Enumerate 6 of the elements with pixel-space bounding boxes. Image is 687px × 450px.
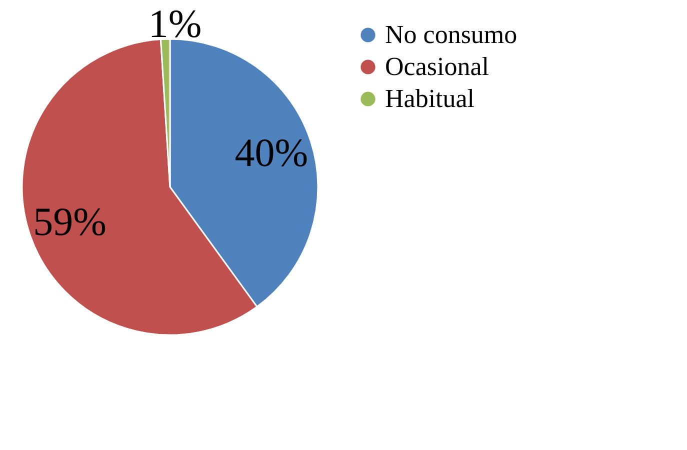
data-label: 59% bbox=[33, 199, 106, 244]
legend-label: Habitual bbox=[385, 84, 475, 113]
data-label: 40% bbox=[234, 130, 308, 176]
legend-label: No consumo bbox=[385, 20, 518, 49]
legend-label: Ocasional bbox=[385, 52, 489, 81]
data-label: 1% bbox=[148, 1, 202, 46]
